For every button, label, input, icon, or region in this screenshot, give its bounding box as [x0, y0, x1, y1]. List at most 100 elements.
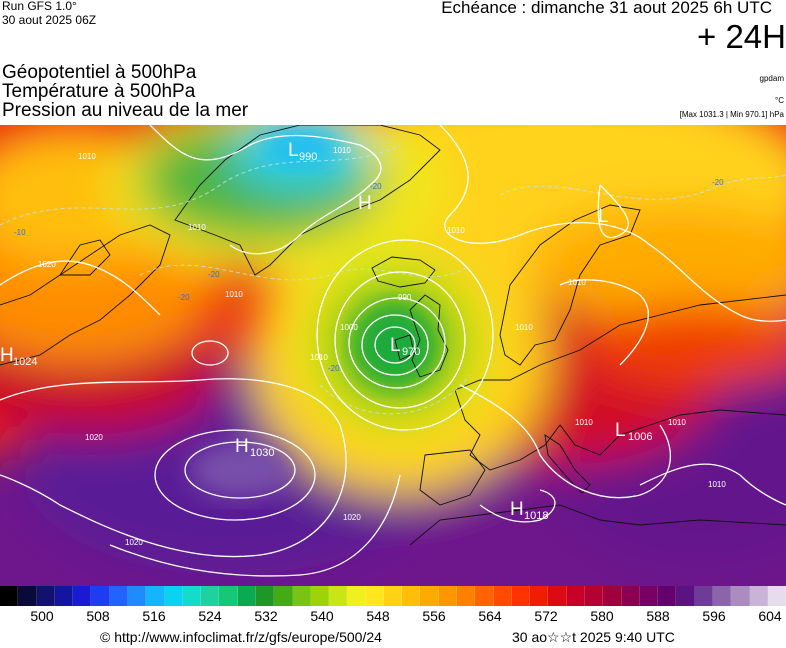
isobar-label: 1000 [340, 323, 358, 332]
color-scale-swatch [164, 586, 183, 606]
color-scale-swatch [530, 586, 549, 606]
temperature-label: -20 [208, 270, 220, 279]
color-scale-tick-label: 588 [646, 608, 670, 624]
color-scale-tick-label: 540 [310, 608, 334, 624]
pressure-system-high-canada: H 1024 [0, 345, 37, 368]
svg-text:L: L [288, 140, 299, 161]
isobar-label: 1010 [568, 278, 586, 287]
isobar-label: 990 [398, 293, 412, 302]
pressure-system-low-atlantic: L 970 [390, 335, 420, 358]
geopotential-field [0, 125, 786, 586]
pressure-value: 1030 [250, 447, 274, 459]
color-scale-swatch [603, 586, 622, 606]
isobar-label: 1010 [188, 223, 206, 232]
isotherms [0, 144, 786, 415]
color-scale-tick-label: 524 [198, 608, 222, 624]
color-scale-swatch [0, 586, 19, 606]
temperature-labels: -20 -10 -20 -20 -20 -20 [14, 178, 724, 373]
color-scale-swatch [146, 586, 165, 606]
color-scale-bar [0, 586, 786, 606]
color-scale-ticks: 500 508 516 524 532 540 548 556 564 572 580 588 596 6… [0, 608, 786, 628]
color-scale-swatch [255, 586, 275, 606]
unit-geopotential: gpdam [759, 74, 784, 83]
color-scale-swatch [365, 586, 384, 606]
color-scale-swatch [18, 586, 37, 606]
source-credit: © http://www.infoclimat.fr/z/gfs/europe/… [100, 629, 382, 645]
color-scale-swatch [712, 586, 732, 606]
isobar-label: 1010 [447, 226, 465, 235]
isobar-label: 1020 [125, 538, 143, 547]
isobar-label: 1010 [333, 146, 351, 155]
pressure-system-high-azores: H 1030 [235, 436, 274, 459]
color-scale-swatch [127, 586, 147, 606]
color-scale-swatch [457, 586, 476, 606]
isobar-label: 1010 [225, 290, 243, 299]
temperature-label: -20 [370, 182, 382, 191]
svg-text:H: H [510, 499, 524, 520]
color-scale-tick-label: 532 [254, 608, 278, 624]
color-scale-swatch [237, 586, 256, 606]
color-scale-tick-label: 516 [142, 608, 166, 624]
title-temperature: Température à 500hPa [2, 81, 196, 102]
pressure-system-low-scandinavia: L [598, 206, 609, 227]
color-scale-swatch [694, 586, 713, 606]
weather-map: L 990 H L 970 H 1024 H 1030 L 1006 H 101… [0, 125, 786, 586]
isobar-value-labels: 1010 1010 1010 1020 1010 1010 1010 990 1… [38, 146, 726, 547]
title-pressure: Pression au niveau de la mer [2, 100, 249, 121]
svg-text:H: H [0, 345, 14, 366]
temperature-label: -20 [178, 293, 190, 302]
color-scale-swatch [402, 586, 421, 606]
color-scale-swatch [329, 586, 348, 606]
temperature-label: -10 [14, 228, 26, 237]
color-scale-swatch [310, 586, 330, 606]
color-scale-swatch [731, 586, 750, 606]
color-scale-swatch [54, 586, 74, 606]
isobar-label: 1020 [343, 513, 361, 522]
color-scale-swatch [201, 586, 220, 606]
temperature-label: -20 [328, 364, 340, 373]
color-scale-swatch [91, 586, 110, 606]
pressure-system-high-mediterranean: H 1018 [510, 499, 548, 522]
color-scale-swatch [347, 586, 366, 606]
svg-text:H: H [358, 193, 372, 214]
isobar-label: 1010 [515, 323, 533, 332]
color-scale-tick-label: 604 [758, 608, 782, 624]
color-scale-swatch [566, 586, 585, 606]
pressure-max-min: [Max 1031.3 | Min 970.1] hPa [679, 110, 784, 119]
color-scale-swatch [767, 586, 786, 606]
color-scale-swatch [73, 586, 92, 606]
color-scale-swatch [548, 586, 567, 606]
unit-temperature: °C [775, 96, 784, 105]
isobars [0, 125, 786, 577]
pressure-value: 970 [402, 346, 420, 358]
svg-text:L: L [390, 335, 401, 356]
color-scale-swatch [585, 586, 604, 606]
color-scale-swatch [420, 586, 439, 606]
color-scale-swatch [219, 586, 238, 606]
color-scale-tick-label: 572 [534, 608, 558, 624]
color-scale-swatch [182, 586, 202, 606]
run-label: Run GFS 1.0° [2, 0, 77, 13]
color-scale-swatch [292, 586, 311, 606]
temperature-label: -20 [712, 178, 724, 187]
color-scale-tick-label: 500 [30, 608, 54, 624]
pressure-value: 1024 [13, 356, 37, 368]
svg-text:H: H [235, 436, 249, 457]
color-scale-swatch [749, 586, 768, 606]
color-scale-swatch [109, 586, 128, 606]
color-scale-tick-label: 564 [478, 608, 502, 624]
pressure-system-low-balkans: L 1006 [615, 420, 652, 443]
color-scale-tick-label: 596 [702, 608, 726, 624]
color-scale-swatch [274, 586, 293, 606]
color-scale-swatch [511, 586, 531, 606]
run-date: 30 aout 2025 06Z [2, 13, 97, 27]
color-scale-swatch [639, 586, 659, 606]
pressure-system-low-greenland: L 990 [288, 140, 317, 163]
color-scale-swatch [676, 586, 695, 606]
color-scale-swatch [383, 586, 403, 606]
pressure-value: 990 [299, 151, 317, 163]
svg-text:L: L [598, 206, 609, 227]
isobar-label: 1010 [78, 152, 96, 161]
pressure-value: 1018 [524, 510, 548, 522]
color-scale-swatch [658, 586, 677, 606]
